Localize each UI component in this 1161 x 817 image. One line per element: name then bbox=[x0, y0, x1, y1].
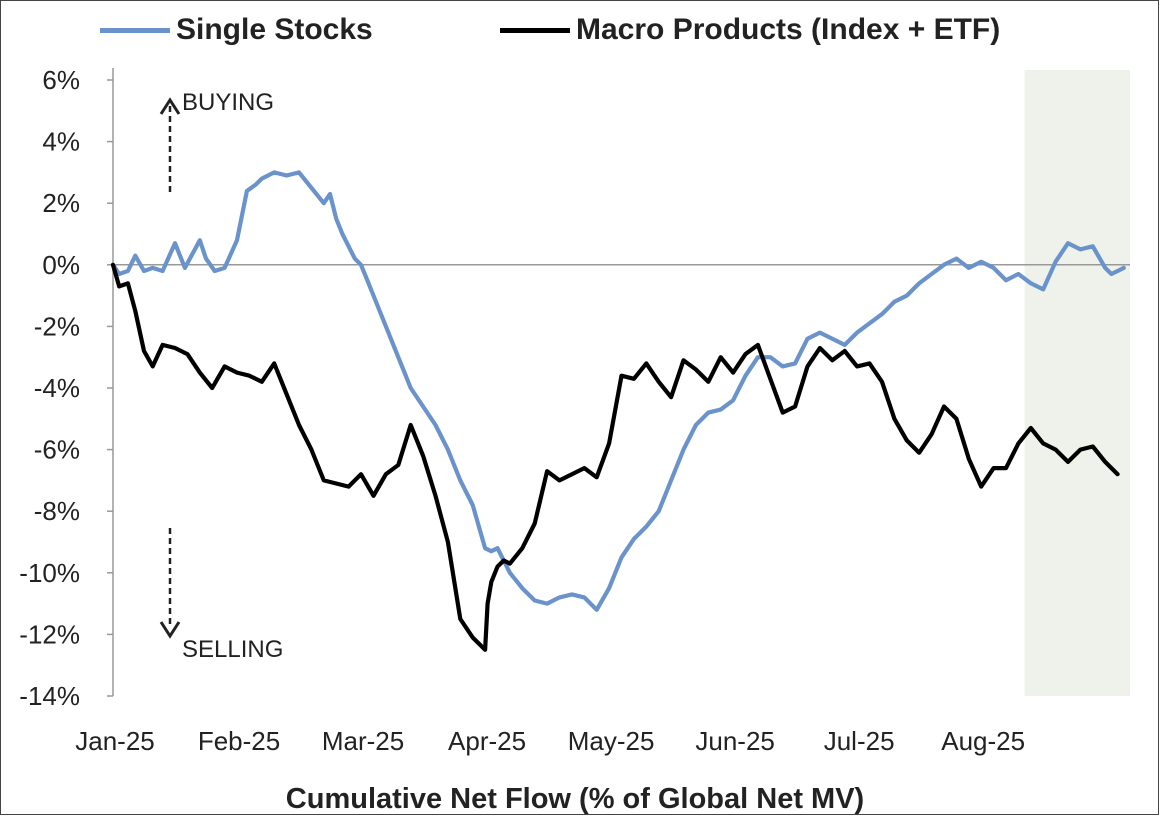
y-tick-label: 6% bbox=[42, 65, 80, 95]
shaded-period bbox=[1025, 70, 1130, 696]
series-line-macro-products bbox=[113, 265, 1118, 650]
y-tick-label: 0% bbox=[42, 250, 80, 280]
x-tick-label: Apr-25 bbox=[448, 726, 526, 756]
y-tick-label: -2% bbox=[34, 311, 80, 341]
x-tick-label: Jul-25 bbox=[824, 726, 895, 756]
line-chart: 6% 4% 2% 0% -2% -4% -6% -8% -10% -12% -14% Jan-25 Fe… bbox=[0, 0, 1161, 817]
y-tick-label: 4% bbox=[42, 127, 80, 157]
y-tick-label: -4% bbox=[34, 373, 80, 403]
y-tick-label: -10% bbox=[19, 558, 80, 588]
x-axis-label: Cumulative Net Flow (% of Global Net MV) bbox=[286, 783, 864, 815]
y-tick-label: -12% bbox=[19, 619, 80, 649]
x-tick-label: Aug-25 bbox=[941, 726, 1025, 756]
y-tick-label: 2% bbox=[42, 188, 80, 218]
buying-label: BUYING bbox=[182, 89, 274, 116]
y-tick-label: -14% bbox=[19, 681, 80, 711]
x-tick-label: Mar-25 bbox=[322, 726, 404, 756]
x-tick-label: May-25 bbox=[568, 726, 655, 756]
selling-label: SELLING bbox=[182, 636, 283, 663]
x-tick-label: Jun-25 bbox=[695, 726, 775, 756]
y-tick-label: -6% bbox=[34, 435, 80, 465]
x-tick-label: Jan-25 bbox=[75, 726, 155, 756]
y-tick-label: -8% bbox=[34, 496, 80, 526]
x-tick-label: Feb-25 bbox=[198, 726, 280, 756]
down-arrow-icon bbox=[161, 622, 179, 636]
